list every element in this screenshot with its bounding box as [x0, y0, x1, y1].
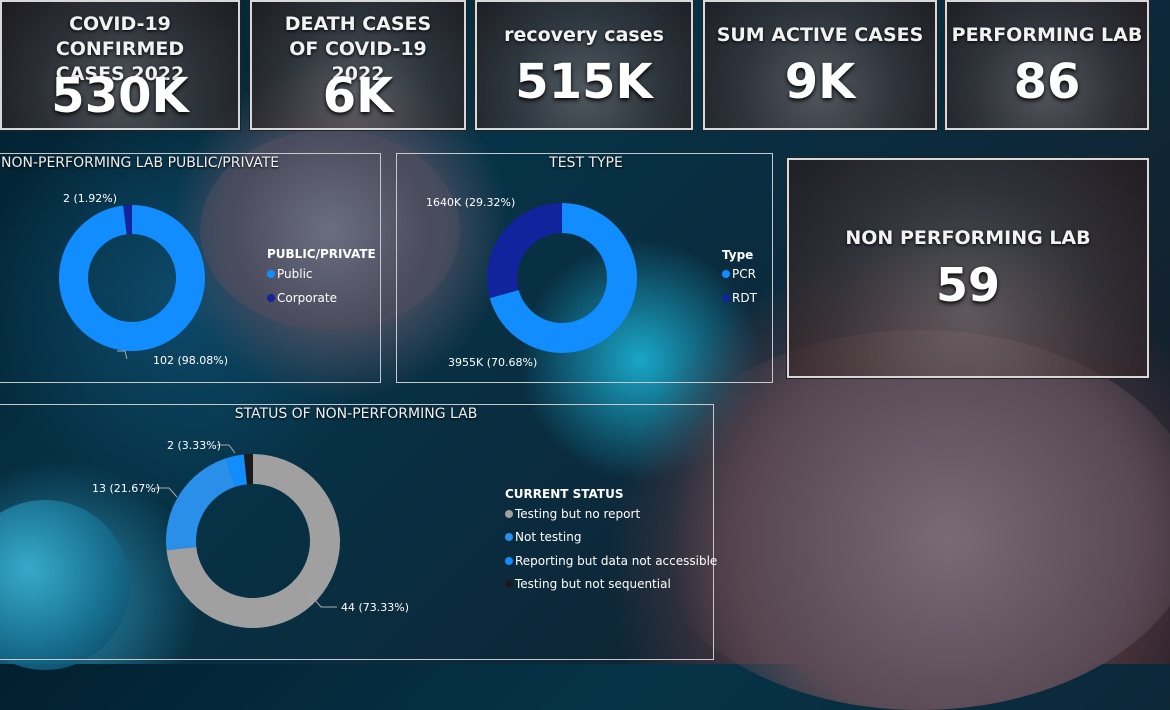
chart-title: TEST TYPE: [549, 155, 623, 171]
legend-label: Public: [277, 267, 313, 281]
kpi-value: 9K: [784, 54, 856, 110]
legend-dot: [722, 294, 730, 302]
kpi-card-performing-lab: PERFORMING LAB 86: [944, 0, 1150, 131]
legend-dot: [505, 533, 513, 541]
data-label-testing-no-report: 44 (73.33%): [341, 601, 409, 614]
kpi-value: 59: [935, 258, 1000, 312]
legend-item-rdt[interactable]: RDT: [722, 291, 757, 305]
data-label-rdt: 1640K (29.32%): [426, 196, 515, 209]
virus-image-right: [640, 330, 1170, 710]
legend-label: Testing but not sequential: [515, 577, 671, 591]
data-label-reporting: 2 (3.33%): [167, 439, 221, 452]
legend-dot: [505, 580, 513, 588]
slice-rdt[interactable]: [487, 203, 562, 299]
kpi-title: recovery cases: [504, 24, 664, 46]
leader-line: [217, 444, 236, 454]
kpi-value: 530K: [51, 68, 189, 124]
kpi-title: DEATH CASES OF COVID-19 2022: [284, 13, 432, 85]
legend-label: RDT: [732, 291, 757, 305]
legend-item-reporting-not-accessible[interactable]: Reporting but data not accessible: [505, 554, 717, 568]
data-label-pcr: 3955K (70.68%): [448, 356, 537, 369]
kpi-title: COVID-19 CONFIRMED CASES 2022: [55, 13, 185, 85]
slice-not-testing[interactable]: [166, 458, 236, 551]
slice-testing-but-no-report[interactable]: [166, 454, 340, 628]
leader-line: [308, 592, 337, 608]
kpi-card-active: SUM ACTIVE CASES 9K: [702, 0, 938, 131]
slice-corporate[interactable]: [123, 205, 132, 235]
virus-image-left: [0, 500, 130, 670]
legend-title: PUBLIC/PRIVATE: [267, 247, 376, 261]
kpi-title: NON PERFORMING LAB: [845, 227, 1091, 249]
legend-item-public[interactable]: Public: [267, 267, 313, 281]
leader-line: [117, 350, 128, 360]
legend-label: Corporate: [277, 291, 337, 305]
kpi-card-deaths: DEATH CASES OF COVID-19 2022 6K: [249, 0, 467, 131]
kpi-value: 6K: [322, 68, 394, 124]
leader-line: [155, 487, 178, 498]
donut-public-private[interactable]: 2 (1.92%) 102 (98.08%): [0, 154, 380, 382]
donut-test-type[interactable]: 1640K (29.32%) 3955K (70.68%): [397, 154, 772, 382]
legend-item-not-testing[interactable]: Not testing: [505, 530, 581, 544]
kpi-card-confirmed: COVID-19 CONFIRMED CASES 2022 530K: [0, 0, 241, 131]
kpi-value: 515K: [515, 54, 653, 110]
data-label-public: 102 (98.08%): [153, 354, 228, 367]
virus-image-center: [200, 130, 460, 330]
legend-item-corporate[interactable]: Corporate: [267, 291, 337, 305]
data-label-not-testing: 13 (21.67%): [92, 482, 160, 495]
legend-label: Reporting but data not accessible: [515, 554, 718, 568]
slice-testing-but-not-sequential[interactable]: [243, 454, 253, 485]
chart-title: STATUS OF NON-PERFORMING LAB: [234, 406, 478, 422]
legend-label: Testing but no report: [515, 507, 641, 521]
kpi-title: PERFORMING LAB: [951, 24, 1143, 46]
slice-public[interactable]: [58, 205, 205, 351]
slice-pcr[interactable]: [489, 203, 638, 353]
legend-item-pcr[interactable]: PCR: [722, 267, 756, 281]
chart-title: NON-PERFORMING LAB PUBLIC/PRIVATE: [1, 155, 280, 171]
status-panel: STATUS OF NON-PERFORMING LAB 2 (3.33%) 1…: [0, 404, 717, 660]
kpi-title: SUM ACTIVE CASES: [716, 24, 924, 46]
kpi-value: 86: [1013, 54, 1081, 110]
legend-item-testing-no-report[interactable]: Testing but no report: [505, 507, 640, 521]
data-label-corporate: 2 (1.92%): [63, 192, 117, 205]
donut-status[interactable]: 2 (3.33%) 13 (21.67%) 44 (73.33%): [0, 405, 713, 659]
kpi-card-recovery: recovery cases 515K: [474, 0, 694, 131]
kpi-card-non-performing-lab: NON PERFORMING LAB 59: [786, 157, 1150, 379]
legend-title: Type: [722, 248, 754, 262]
legend-label: Not testing: [515, 530, 582, 544]
legend-dot: [505, 510, 513, 518]
slice-reporting-but-data-not-accessible[interactable]: [226, 454, 248, 487]
legend-item-testing-not-sequential[interactable]: Testing but not sequential: [505, 577, 671, 591]
legend-dot: [505, 557, 513, 565]
legend-dot: [267, 294, 275, 302]
test-type-panel: TEST TYPE 1640K (29.32%) 3955K (70.68%) …: [396, 153, 773, 383]
legend-dot: [722, 270, 730, 278]
legend-dot: [267, 270, 275, 278]
public-private-panel: NON-PERFORMING LAB PUBLIC/PRIVATE 2 (1.9…: [0, 153, 381, 383]
legend-label: PCR: [732, 267, 756, 281]
legend-title: CURRENT STATUS: [505, 487, 624, 501]
